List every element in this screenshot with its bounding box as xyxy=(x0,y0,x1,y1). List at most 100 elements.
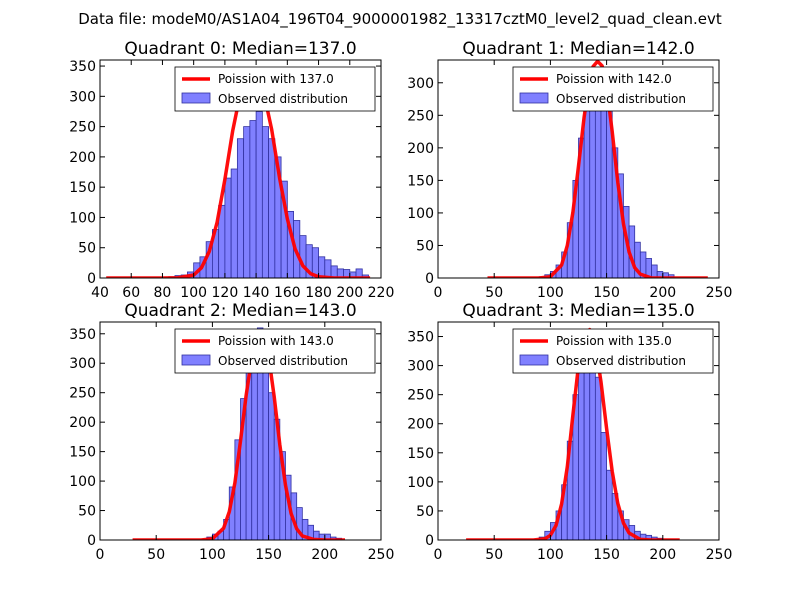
x-tick-label: 100 xyxy=(180,285,207,301)
legend-label-poisson: Poission with 137.0 xyxy=(218,72,334,86)
legend-label-observed: Observed distribution xyxy=(556,354,686,368)
panel-title: Quadrant 1: Median=142.0 xyxy=(462,39,694,59)
histogram-bar xyxy=(600,82,607,278)
x-tick-label: 220 xyxy=(368,285,395,301)
y-tick-label: 300 xyxy=(69,356,96,372)
legend-box xyxy=(512,66,714,112)
histogram-bar xyxy=(606,469,613,540)
panel-title: Quadrant 3: Median=135.0 xyxy=(462,301,694,321)
plot-area xyxy=(466,327,680,540)
y-tick-label: 350 xyxy=(407,330,434,346)
y-tick-label: 150 xyxy=(69,180,96,196)
y-tick-label: 350 xyxy=(69,59,96,75)
x-tick-label: 80 xyxy=(154,285,172,301)
histogram-bar xyxy=(324,259,332,278)
histogram-bar xyxy=(594,376,602,540)
x-tick-label: 250 xyxy=(706,547,733,563)
x-tick-label: 180 xyxy=(305,285,332,301)
y-tick-label: 350 xyxy=(69,327,96,343)
panel-title: Quadrant 0: Median=137.0 xyxy=(124,39,356,59)
y-tick-label: 50 xyxy=(416,238,434,254)
x-tick-label: 120 xyxy=(212,285,239,301)
x-tick-label: 100 xyxy=(537,285,564,301)
x-tick-label: 160 xyxy=(274,285,301,301)
x-tick-label: 200 xyxy=(311,547,338,563)
legend-bar-swatch xyxy=(519,354,549,366)
y-tick-label: 0 xyxy=(87,271,96,287)
legend: Poission with 135.0 Observed distribution xyxy=(512,328,714,374)
quadrant-0-panel: Quadrant 0: Median=137.040 60 80 100 120 140 1… xyxy=(69,39,394,301)
x-tick-label: 140 xyxy=(243,285,270,301)
y-tick-label: 50 xyxy=(416,504,434,520)
histogram-bar xyxy=(299,235,307,278)
x-tick-label: 0 xyxy=(434,285,443,301)
y-tick-label: 200 xyxy=(69,150,96,166)
histogram-bar xyxy=(243,126,251,278)
y-tick-label: 150 xyxy=(407,446,434,462)
legend: Poission with 142.0 Observed distribution xyxy=(512,66,714,112)
axes-frame xyxy=(99,321,382,541)
quadrant-2-panel: Quadrant 2: Median=143.0 0 50 100 150 200 250 0… xyxy=(69,301,394,563)
histogram-bar xyxy=(262,348,270,540)
legend-bar-swatch xyxy=(181,92,211,104)
y-tick-label: 300 xyxy=(69,89,96,105)
x-tick-label: 0 xyxy=(96,547,105,563)
histogram-bar xyxy=(224,177,232,278)
x-tick-label: 200 xyxy=(649,285,676,301)
legend-label-observed: Observed distribution xyxy=(556,92,686,106)
legend-label-poisson: Poission with 135.0 xyxy=(556,334,672,348)
x-tick-label: 200 xyxy=(336,285,363,301)
legend-label-poisson: Poission with 142.0 xyxy=(556,72,672,86)
legend-box xyxy=(174,328,376,374)
axes-frame xyxy=(437,59,720,279)
y-tick-label: 300 xyxy=(407,359,434,375)
x-tick-label: 60 xyxy=(122,285,140,301)
histogram-bar xyxy=(583,101,591,278)
histogram-bar xyxy=(268,392,275,540)
histogram-bar xyxy=(600,432,607,540)
x-tick-label: 150 xyxy=(593,547,620,563)
legend-bar-swatch xyxy=(519,92,549,104)
y-tick-label: 300 xyxy=(407,76,434,92)
x-tick-label: 150 xyxy=(255,547,282,563)
x-tick-label: 50 xyxy=(485,285,503,301)
y-tick-label: 200 xyxy=(69,415,96,431)
figure-suptitle: Data file: modeM0/AS1A04_196T04_90000019… xyxy=(78,10,722,29)
y-tick-label: 250 xyxy=(407,108,434,124)
y-tick-label: 100 xyxy=(407,206,434,222)
histogram-bar xyxy=(255,111,263,278)
quadrant-3-panel: Quadrant 3: Median=135.0 0 50 100 150 200 250 0… xyxy=(407,301,732,563)
legend: Poission with 143.0 Observed distribution xyxy=(174,328,376,374)
legend-label-observed: Observed distribution xyxy=(218,354,348,368)
x-tick-label: 50 xyxy=(485,547,503,563)
y-tick-label: 200 xyxy=(407,141,434,157)
x-tick-label: 250 xyxy=(706,285,733,301)
y-tick-label: 0 xyxy=(425,533,434,549)
x-tick-label: 250 xyxy=(368,547,395,563)
y-tick-label: 0 xyxy=(87,533,96,549)
x-tick-label: 50 xyxy=(147,547,165,563)
y-tick-label: 50 xyxy=(78,241,96,257)
axes-frame xyxy=(437,321,720,541)
y-tick-label: 150 xyxy=(69,445,96,461)
panel-title: Quadrant 2: Median=143.0 xyxy=(124,301,356,321)
histogram-bar xyxy=(230,168,238,278)
axes-frame xyxy=(99,59,382,279)
histogram-bar xyxy=(268,138,276,278)
legend-box xyxy=(174,66,376,112)
x-tick-label: 150 xyxy=(593,285,620,301)
poisson-fit-line xyxy=(487,60,708,278)
legend-label-poisson: Poission with 143.0 xyxy=(218,334,334,348)
y-tick-label: 100 xyxy=(69,474,96,490)
quadrant-1-panel: Quadrant 1: Median=142.0 0 50 100 150 200 250 0… xyxy=(407,39,732,301)
histogram-bar xyxy=(318,256,326,278)
legend-label-observed: Observed distribution xyxy=(218,92,348,106)
y-tick-label: 250 xyxy=(407,388,434,404)
y-tick-label: 100 xyxy=(69,210,96,226)
histogram-bar xyxy=(651,264,658,278)
x-tick-label: 200 xyxy=(649,547,676,563)
histogram-bar xyxy=(236,138,245,278)
y-tick-label: 150 xyxy=(407,173,434,189)
legend-bar-swatch xyxy=(181,354,211,366)
